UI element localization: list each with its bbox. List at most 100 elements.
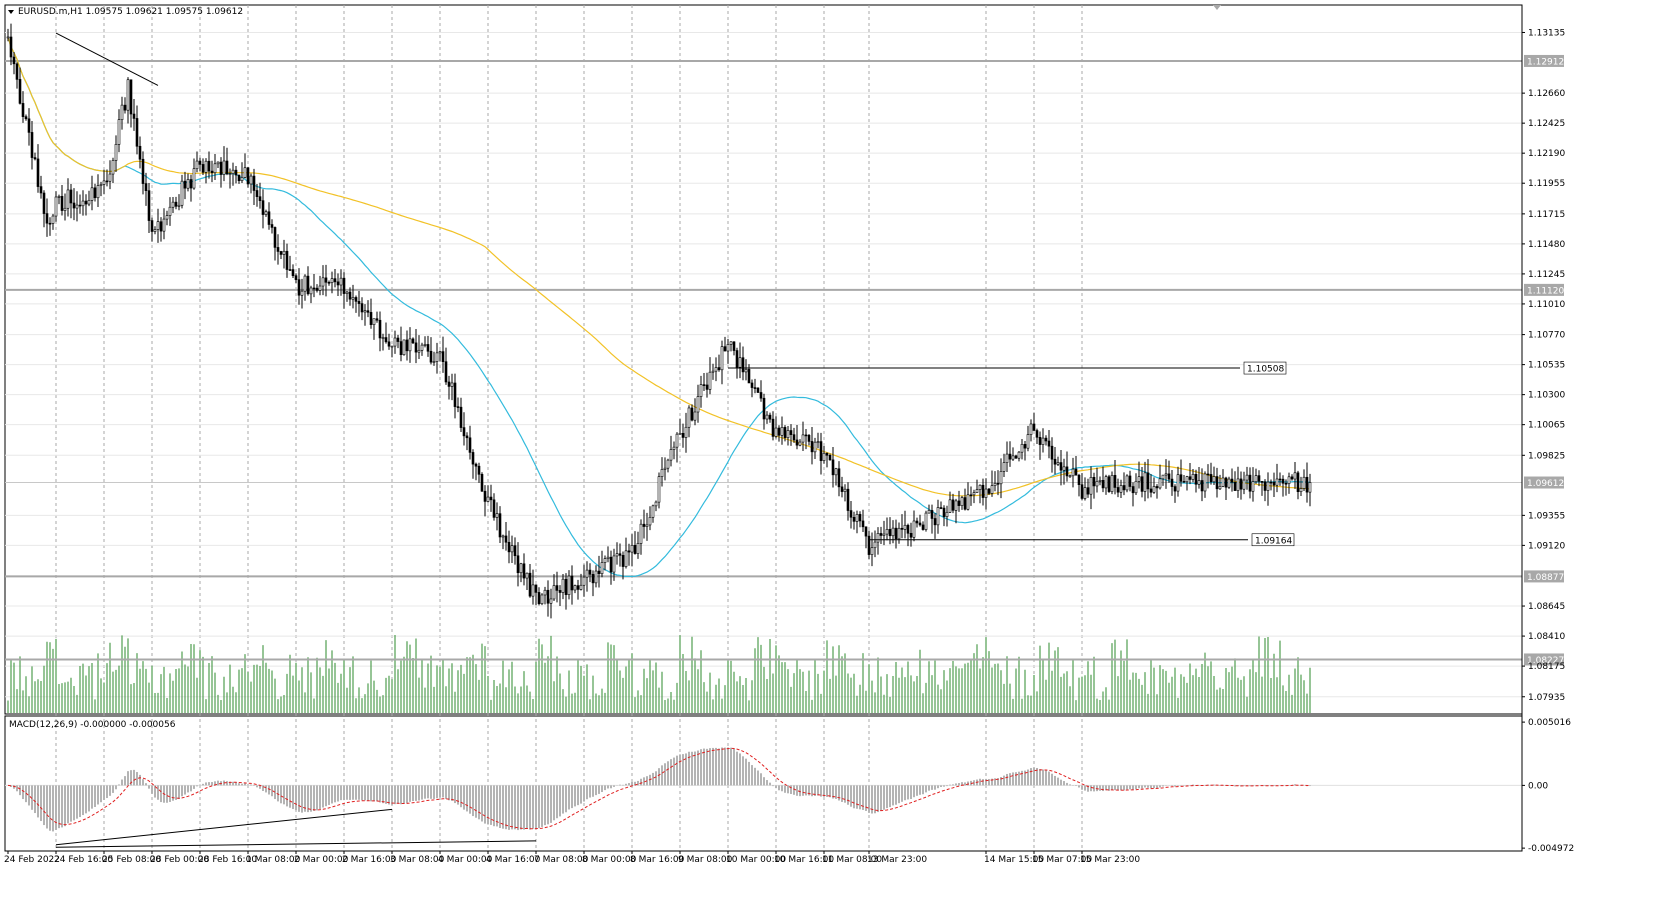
candle-body (1230, 478, 1234, 483)
time-tick-label: 11 Mar 08:00 (822, 855, 882, 865)
candle-body (45, 213, 49, 224)
candle-body (300, 290, 304, 296)
candle-body (39, 186, 43, 194)
candle-body (999, 471, 1003, 485)
time-tick-label: 4 Mar 00:00 (438, 855, 493, 865)
level-price-tag (1524, 653, 1564, 666)
candle-body (441, 351, 445, 362)
candle-body (177, 204, 181, 207)
candle-body (969, 494, 973, 497)
candle-body (588, 569, 592, 575)
candle-body (1194, 474, 1198, 485)
candle-body (246, 167, 250, 185)
candle-body (1080, 484, 1084, 499)
price-tick-label: 1.13135 (1528, 28, 1565, 38)
candle-body (801, 434, 805, 443)
candle-body (546, 589, 550, 604)
candle-body (402, 339, 406, 356)
candle-body (864, 526, 868, 537)
candle-body (1218, 486, 1222, 490)
candle-body (819, 441, 823, 461)
candle-body (1197, 480, 1201, 485)
candle-body (537, 592, 541, 604)
candle-body (810, 441, 814, 453)
candle-body (837, 468, 841, 488)
candle-body (1293, 472, 1297, 480)
candle-body (258, 196, 262, 201)
candle-body (231, 169, 235, 174)
candle-body (792, 434, 796, 441)
main-panel-frame (4, 4, 1523, 715)
candle-body (492, 499, 496, 518)
candle-body (552, 585, 556, 600)
price-annotations[interactable]: 1.10508 1.09164 (55, 32, 1295, 546)
candle-body (288, 269, 292, 271)
candle-body (1176, 474, 1180, 492)
candle-body (1026, 434, 1030, 449)
candle-body (1308, 482, 1312, 493)
candle-body (1134, 480, 1138, 494)
current-price-tag-label: 1.09612 (1527, 479, 1564, 489)
symbol-dropdown-icon[interactable] (8, 10, 14, 14)
candle-body (759, 392, 763, 399)
candle-body (771, 418, 775, 437)
candle-body (312, 287, 316, 290)
candle-body (1251, 481, 1255, 492)
candle-body (417, 349, 421, 353)
candle-body (933, 518, 937, 526)
candle-body (462, 427, 466, 437)
candle-body (807, 435, 811, 442)
candle-body (390, 345, 394, 348)
time-tick-label: 10 Mar 00:00 (726, 855, 786, 865)
candle-body (504, 535, 508, 543)
candle-body (318, 285, 322, 291)
candle-body (351, 297, 355, 300)
time-tick-label: 3 Mar 08:00 (390, 855, 445, 865)
candle-body (471, 452, 475, 465)
candle-body (732, 341, 736, 351)
candle-body (648, 516, 652, 526)
candle-body (1062, 466, 1066, 471)
candle-body (1044, 437, 1048, 442)
candle-body (42, 192, 46, 214)
candle-body (1017, 451, 1021, 459)
candle-body (387, 341, 391, 347)
time-tick-label: 28 Feb 00:00 (150, 855, 209, 865)
candle-body (126, 79, 130, 111)
candle-body (1149, 488, 1153, 493)
candle-body (129, 79, 133, 115)
candle-body (1290, 476, 1294, 480)
price-tick-label: 1.12660 (1528, 89, 1565, 99)
candle-body (1128, 475, 1132, 487)
candle-body (57, 196, 61, 198)
candle-body (702, 384, 706, 386)
chart-shift-marker-icon[interactable] (1213, 5, 1221, 10)
candle-body (267, 211, 271, 225)
time-tick-label: 2 Mar 16:00 (342, 855, 397, 865)
candle-body (474, 463, 478, 467)
candle-body (603, 558, 607, 563)
candle-body (579, 584, 583, 590)
candle-body (66, 189, 70, 209)
candle-body (1281, 478, 1285, 484)
candle-body (1152, 486, 1156, 493)
candle-body (450, 382, 454, 387)
candle-body (438, 351, 442, 354)
candle-body (1041, 437, 1045, 445)
candle-body (378, 319, 382, 339)
candle-body (591, 574, 595, 584)
candle-body (294, 275, 298, 280)
candle-body (1242, 479, 1246, 490)
candle-body (984, 488, 988, 498)
candle-body (981, 484, 985, 498)
candle-body (744, 369, 748, 373)
candle-body (84, 200, 88, 205)
candle-body (36, 158, 40, 187)
candle-body (432, 361, 436, 363)
candle-body (1269, 481, 1273, 484)
candle-body (783, 427, 787, 438)
candle-body (15, 63, 19, 80)
price-tick-label: 1.08410 (1528, 632, 1565, 642)
candle-body (1254, 475, 1258, 483)
